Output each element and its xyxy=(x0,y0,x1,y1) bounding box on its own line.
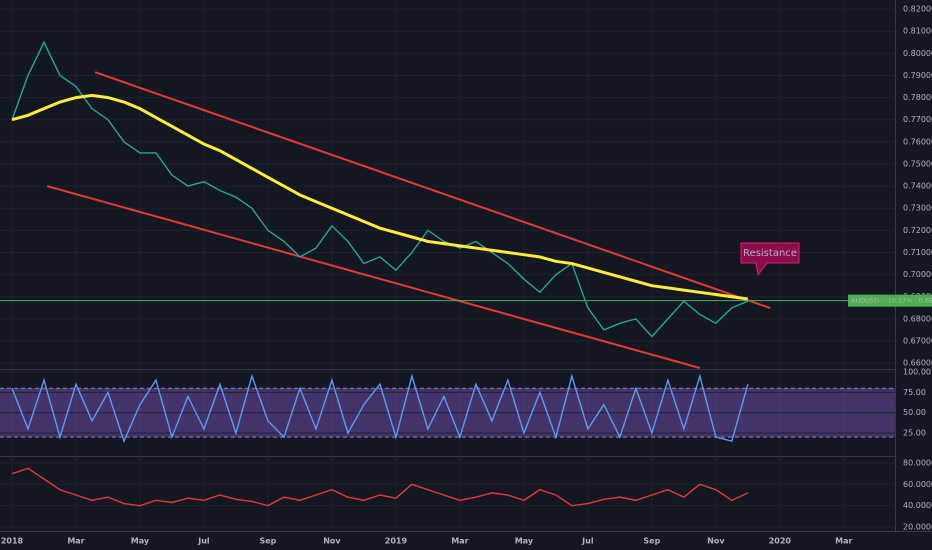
trend-line xyxy=(94,71,771,309)
y-tick-label: 75.00 xyxy=(903,388,926,397)
y-tick-label: 60.000000 xyxy=(903,480,932,489)
x-tick-label: 2019 xyxy=(385,537,408,546)
axis-separator xyxy=(895,0,896,531)
x-tick-label: Mar xyxy=(67,537,84,546)
x-tick-label: Jul xyxy=(581,537,594,546)
x-tick-label: Sep xyxy=(259,537,276,546)
y-tick-label: 20.000000 xyxy=(903,523,932,532)
x-tick-label: 2020 xyxy=(769,537,792,546)
pane-separator xyxy=(0,369,895,370)
last-price-box xyxy=(848,294,932,307)
axis-separator xyxy=(0,531,932,532)
y-tick-label: 40.000000 xyxy=(903,501,932,510)
x-tick-label: May xyxy=(131,537,150,546)
y-tick-label: 80.000000 xyxy=(903,459,932,468)
y-tick-label: 25.00 xyxy=(903,429,926,438)
series-line xyxy=(11,373,749,444)
x-tick-label: Mar xyxy=(835,537,852,546)
x-tick-label: 2018 xyxy=(1,537,24,546)
x-tick-label: May xyxy=(515,537,534,546)
x-tick-label: Nov xyxy=(323,537,341,546)
pane-separator xyxy=(0,456,895,457)
annotation-text: Resistance xyxy=(743,248,797,259)
x-tick-label: Sep xyxy=(643,537,660,546)
x-tick-label: Jul xyxy=(197,537,210,546)
y-tick-label: 100.00 xyxy=(903,368,931,377)
series-line xyxy=(11,40,749,338)
series-line xyxy=(11,467,749,507)
x-tick-label: Nov xyxy=(707,537,725,546)
trend-line xyxy=(46,185,701,369)
last-price-label: AUDUSD · -10.17% · 0.68823 xyxy=(851,297,932,305)
annotation-callout xyxy=(740,242,800,277)
x-tick-label: Mar xyxy=(451,537,468,546)
series-line xyxy=(11,93,749,301)
y-tick-label: 0.66000 xyxy=(903,359,932,368)
y-tick-label: 50.00 xyxy=(903,408,926,417)
